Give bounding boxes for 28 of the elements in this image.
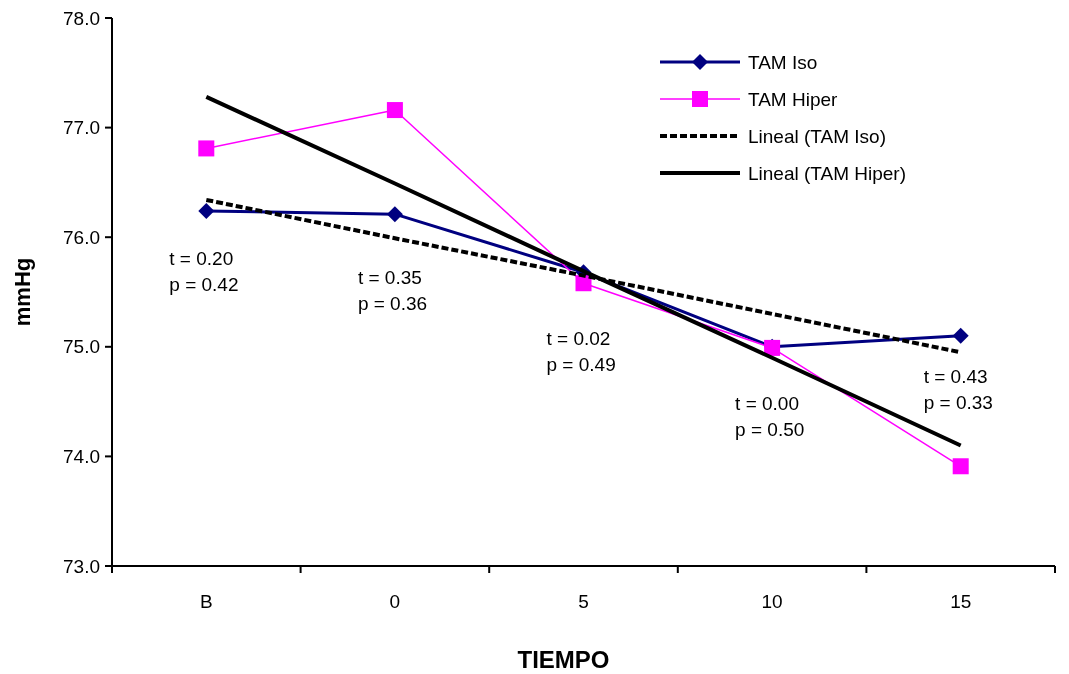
annotation: t = 0.35 p = 0.36 <box>357 267 428 314</box>
point <box>386 206 403 223</box>
legend-label: TAM Iso <box>748 51 818 73</box>
x-tick-label: 10 <box>761 591 783 612</box>
x-tick-label: 0 <box>389 591 401 612</box>
point <box>198 140 215 157</box>
legend-label: Lineal (TAM Iso) <box>748 125 886 147</box>
y-tick-label: 75.0 <box>63 336 100 358</box>
x-axis-title: TIEMPO <box>517 646 610 673</box>
x-tick-label: 5 <box>578 591 589 612</box>
point <box>952 327 969 344</box>
y-tick-label: 78.0 <box>63 7 100 29</box>
y-tick-label: 74.0 <box>63 446 100 468</box>
annotation: t = 0.20 p = 0.42 <box>169 248 239 295</box>
annotation: t = 0.00 p = 0.50 <box>735 393 805 440</box>
point <box>198 202 215 219</box>
annotation: t = 0.43 p = 0.33 <box>923 366 993 413</box>
legend-label: Lineal (TAM Hiper) <box>748 162 907 184</box>
annotation: t = 0.02 p = 0.49 <box>546 328 616 375</box>
y-tick-label: 76.0 <box>63 226 100 248</box>
x-tick-label: B <box>199 591 213 612</box>
point <box>386 102 403 119</box>
y-tick-label: 73.0 <box>63 555 100 577</box>
legend-label: TAM Hiper <box>748 88 839 110</box>
x-tick-label: 15 <box>950 591 972 612</box>
point <box>952 458 969 475</box>
y-tick-label: 77.0 <box>63 117 100 139</box>
y-axis-title: mmHg <box>10 257 35 327</box>
